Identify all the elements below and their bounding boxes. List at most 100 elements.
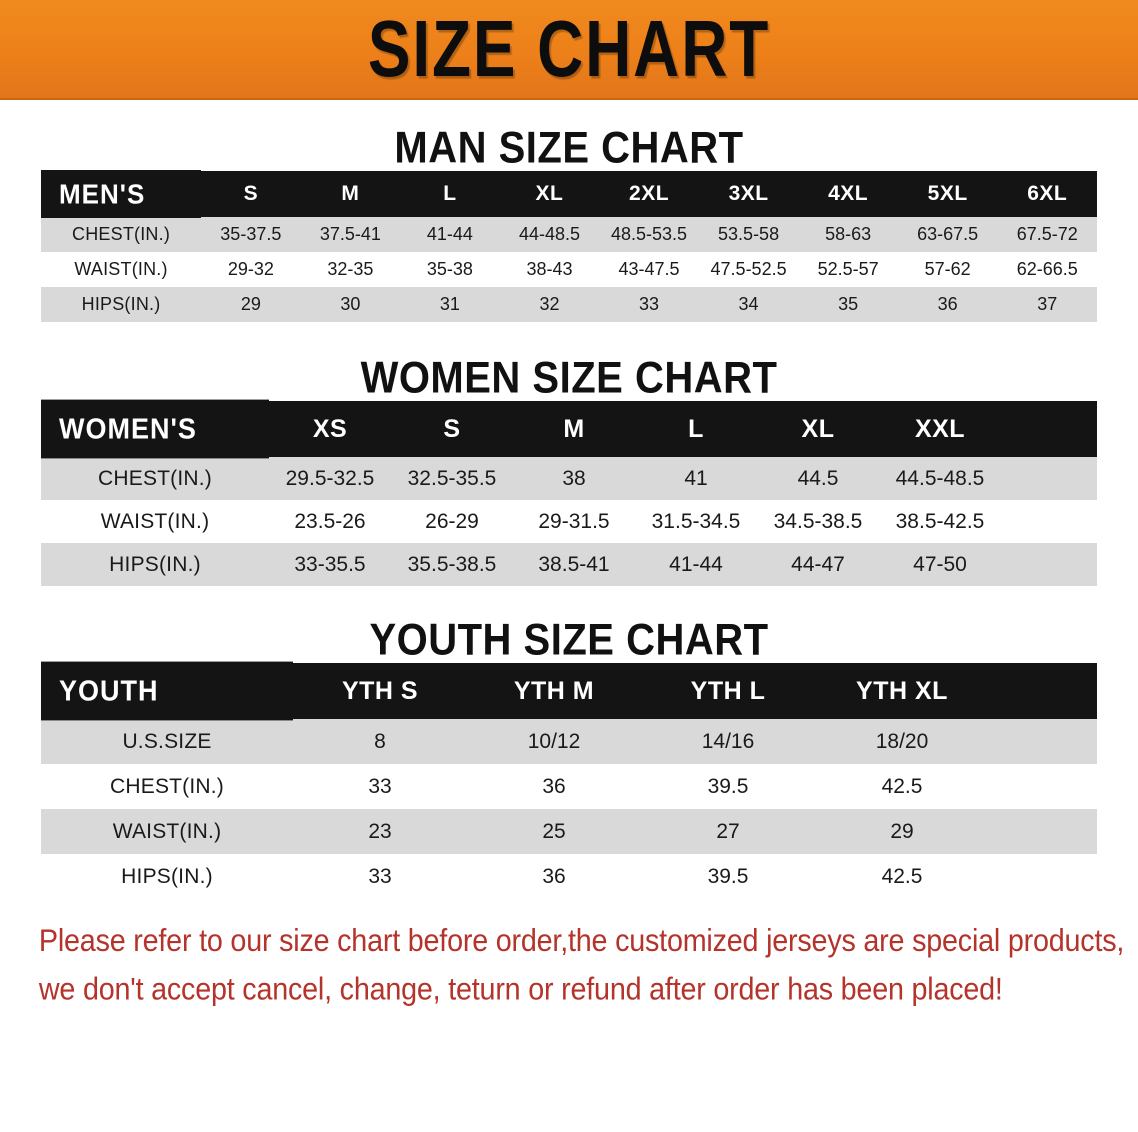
man-table-wrapper: MEN'S S M L XL 2XL 3XL 4XL 5XL 6XL CHEST(IN.) 35-37…	[41, 169, 1097, 322]
man-table-body: MEN'S S M L XL 2XL 3XL 4XL 5XL 6XL CHEST(IN.) 35-37…	[41, 169, 1097, 322]
women-table-body: WOMEN'S XS S M L XL XXL CHEST(IN.) 29.5-32.5 32.5…	[41, 399, 1097, 586]
youth-measurement-cell: 29	[815, 809, 989, 854]
man-measurement-cell: 38-43	[499, 252, 600, 287]
man-measurement-cell: 35-37.5	[201, 217, 301, 252]
man-measurement-cell: 32	[499, 287, 600, 322]
man-measurement-cell: 63-67.5	[897, 217, 998, 252]
man-measurement-cell: 37	[997, 287, 1097, 322]
women-row-label: HIPS(IN.)	[41, 543, 269, 586]
man-measurement-cell: 62-66.5	[997, 252, 1097, 287]
man-measurement-cell: 30	[300, 287, 401, 322]
women-measurement-cell	[1001, 500, 1097, 543]
man-measurement-cell: 29	[201, 287, 301, 322]
women-measurement-cell: 38	[513, 457, 635, 500]
youth-measurement-cell	[989, 854, 1097, 899]
women-measurement-cell: 44.5-48.5	[879, 457, 1001, 500]
disclaimer-line-2: we don't accept cancel, change, teturn o…	[38, 972, 1003, 1008]
man-measurement-cell: 31	[400, 287, 500, 322]
man-measurement-cell: 29-32	[201, 252, 301, 287]
women-table-wrapper: WOMEN'S XS S M L XL XXL CHEST(IN.) 29.5-32.5 32.5…	[41, 399, 1097, 586]
man-measurement-cell: 57-62	[897, 252, 998, 287]
man-measurement-cell: 41-44	[400, 217, 500, 252]
youth-size-table: YOUTH YTH S YTH M YTH L YTH XL U.S.SIZE 8 10/12…	[41, 661, 1097, 899]
man-measurement-cell: 33	[599, 287, 699, 322]
man-measurement-cell: 67.5-72	[997, 217, 1097, 252]
women-measurement-cell: 41-44	[635, 543, 757, 586]
women-measurement-cell: 41	[635, 457, 757, 500]
women-header-row: WOMEN'S XS S M L XL XXL	[41, 399, 1097, 459]
man-column-header: L	[400, 171, 500, 217]
youth-column-header: YTH M	[467, 663, 641, 719]
man-column-header: XL	[499, 171, 600, 217]
youth-measurement-cell	[989, 764, 1097, 809]
youth-measurement-cell: 33	[293, 764, 467, 809]
table-row: WAIST(IN.) 23 25 27 29	[41, 809, 1097, 854]
youth-measurement-cell: 18/20	[815, 719, 989, 764]
youth-measurement-cell	[989, 809, 1097, 854]
man-row-label: WAIST(IN.)	[41, 252, 202, 287]
size-chart-banner: SIZE CHART	[0, 0, 1138, 100]
man-column-header: M	[300, 171, 401, 217]
women-measurement-cell: 29-31.5	[513, 500, 635, 543]
man-section-title: MAN SIZE CHART	[394, 123, 744, 173]
man-column-header: 6XL	[997, 171, 1097, 217]
women-column-header: XL	[757, 401, 879, 457]
women-row-label: WAIST(IN.)	[41, 500, 269, 543]
women-corner-label: WOMEN'S	[41, 399, 269, 459]
women-measurement-cell: 23.5-26	[269, 500, 391, 543]
women-column-header: L	[635, 401, 757, 457]
man-column-header: 4XL	[798, 171, 898, 217]
women-measurement-cell: 29.5-32.5	[269, 457, 391, 500]
man-measurement-cell: 34	[698, 287, 799, 322]
table-row: HIPS(IN.) 33-35.5 35.5-38.5 38.5-41 41-44 44-…	[41, 543, 1097, 586]
women-measurement-cell: 35.5-38.5	[391, 543, 513, 586]
women-measurement-cell: 44-47	[757, 543, 879, 586]
women-measurement-cell: 44.5	[757, 457, 879, 500]
youth-measurement-cell: 10/12	[467, 719, 641, 764]
man-measurement-cell: 35-38	[400, 252, 500, 287]
man-column-header: S	[201, 171, 301, 217]
youth-measurement-cell: 33	[293, 854, 467, 899]
man-measurement-cell: 53.5-58	[698, 217, 799, 252]
youth-column-header: YTH S	[293, 663, 467, 719]
man-measurement-cell: 58-63	[798, 217, 898, 252]
table-row: CHEST(IN.) 29.5-32.5 32.5-35.5 38 41 44.5 44.5…	[41, 457, 1097, 500]
man-measurement-cell: 44-48.5	[499, 217, 600, 252]
man-column-header: 5XL	[897, 171, 998, 217]
youth-measurement-cell: 39.5	[641, 854, 815, 899]
youth-measurement-cell: 8	[293, 719, 467, 764]
women-measurement-cell: 38.5-42.5	[879, 500, 1001, 543]
youth-measurement-cell: 39.5	[641, 764, 815, 809]
youth-column-header: YTH XL	[815, 663, 989, 719]
youth-row-label: HIPS(IN.)	[41, 854, 293, 899]
women-measurement-cell	[1001, 543, 1097, 586]
man-row-label: CHEST(IN.)	[41, 217, 202, 252]
women-row-label: CHEST(IN.)	[41, 457, 269, 500]
man-measurement-cell: 36	[897, 287, 998, 322]
women-column-header: M	[513, 401, 635, 457]
youth-measurement-cell: 23	[293, 809, 467, 854]
youth-measurement-cell: 25	[467, 809, 641, 854]
man-size-table: MEN'S S M L XL 2XL 3XL 4XL 5XL 6XL CHEST(IN.) 35-37…	[41, 169, 1097, 322]
youth-measurement-cell: 42.5	[815, 764, 989, 809]
order-policy-disclaimer: Please refer to our size chart before or…	[29, 917, 1124, 1014]
women-column-header: S	[391, 401, 513, 457]
women-measurement-cell: 47-50	[879, 543, 1001, 586]
youth-row-label: U.S.SIZE	[41, 719, 293, 764]
man-column-header: 2XL	[599, 171, 699, 217]
women-measurement-cell: 34.5-38.5	[757, 500, 879, 543]
man-corner-label: MEN'S	[41, 169, 202, 219]
youth-measurement-cell: 14/16	[641, 719, 815, 764]
women-column-header	[1001, 401, 1097, 457]
youth-corner-label: YOUTH	[41, 661, 293, 721]
youth-measurement-cell: 27	[641, 809, 815, 854]
women-measurement-cell: 31.5-34.5	[635, 500, 757, 543]
youth-measurement-cell: 42.5	[815, 854, 989, 899]
women-measurement-cell: 38.5-41	[513, 543, 635, 586]
women-section-title: WOMEN SIZE CHART	[360, 353, 778, 403]
man-measurement-cell: 37.5-41	[300, 217, 401, 252]
women-measurement-cell: 26-29	[391, 500, 513, 543]
youth-measurement-cell: 36	[467, 854, 641, 899]
youth-table-wrapper: YOUTH YTH S YTH M YTH L YTH XL U.S.SIZE 8 10/12…	[41, 661, 1097, 899]
women-column-header: XS	[269, 401, 391, 457]
